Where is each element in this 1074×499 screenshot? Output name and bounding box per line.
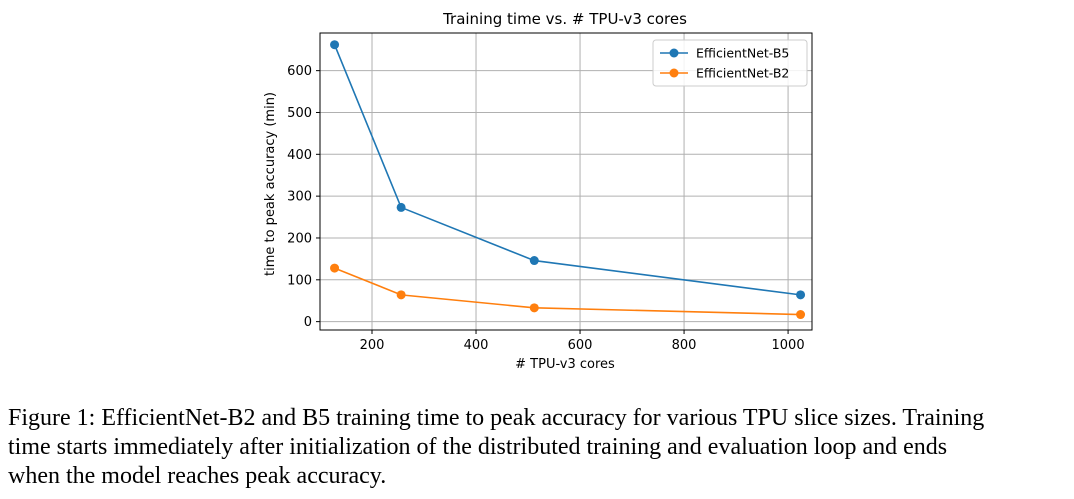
y-tick-label: 600	[287, 64, 312, 79]
caption-line: when the model reaches peak accuracy.	[8, 463, 387, 489]
data-point	[796, 290, 806, 300]
x-tick-label: 1000	[772, 338, 805, 353]
y-tick-label: 0	[304, 315, 312, 330]
legend-marker	[669, 48, 679, 58]
chart-title: Training time vs. # TPU-v3 cores	[442, 10, 687, 28]
x-tick-label: 200	[360, 338, 385, 353]
legend-label: EfficientNet-B2	[696, 66, 789, 81]
y-tick-label: 200	[287, 231, 312, 246]
caption-line: Figure 1: EfficientNet-B2 and B5 trainin…	[8, 405, 985, 431]
figure-caption: Figure 1: EfficientNet-B2 and B5 trainin…	[8, 404, 1068, 491]
caption-line: time starts immediately after initializa…	[8, 434, 948, 460]
plot-area-frame	[319, 32, 813, 331]
grid	[320, 33, 812, 330]
legend: EfficientNet-B5 EfficientNet-B2	[652, 39, 808, 87]
line-chart: 200 400 600 800 1000 0 100 200 300 400 500 600 Trai…	[263, 10, 813, 372]
y-tick-label: 500	[287, 106, 312, 121]
data-point	[529, 303, 539, 313]
data-point	[330, 263, 340, 273]
data-point	[396, 202, 406, 212]
x-tick-label: 600	[568, 338, 593, 353]
axis-ticks: 200 400 600 800 1000 0 100 200 300 400 500 600	[287, 64, 804, 353]
legend-marker	[669, 68, 679, 78]
legend-label: EfficientNet-B5	[696, 46, 789, 61]
x-tick-label: 800	[672, 338, 697, 353]
y-tick-label: 400	[287, 148, 312, 163]
x-tick-label: 400	[464, 338, 489, 353]
data-point	[396, 290, 406, 300]
y-tick-label: 300	[287, 190, 312, 205]
x-axis-label: # TPU-v3 cores	[515, 357, 615, 372]
y-tick-label: 100	[287, 273, 312, 288]
legend-box	[652, 39, 808, 87]
y-axis-label: time to peak accuracy (min)	[263, 92, 278, 276]
data-point	[796, 310, 806, 320]
series-line	[333, 44, 801, 296]
data-point	[529, 256, 539, 266]
series-line	[334, 267, 801, 316]
data-series	[330, 40, 806, 320]
data-point	[330, 40, 340, 50]
